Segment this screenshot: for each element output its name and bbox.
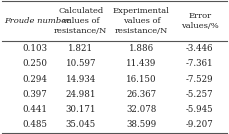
Text: -5.945: -5.945 [186, 105, 214, 114]
Text: 24.981: 24.981 [65, 90, 96, 99]
Text: Froude number: Froude number [5, 17, 71, 25]
Text: 32.078: 32.078 [126, 105, 157, 114]
Text: 0.441: 0.441 [22, 105, 47, 114]
Text: Error
values/%: Error values/% [181, 12, 219, 30]
Text: 11.439: 11.439 [126, 59, 157, 68]
Text: Calculated
values of
resistance/N: Calculated values of resistance/N [54, 7, 108, 35]
Text: 35.045: 35.045 [66, 120, 96, 129]
Text: -9.207: -9.207 [186, 120, 214, 129]
Text: 0.250: 0.250 [22, 59, 47, 68]
Text: -5.257: -5.257 [186, 90, 214, 99]
Text: 0.103: 0.103 [22, 44, 47, 53]
Text: 0.397: 0.397 [22, 90, 47, 99]
Text: -7.529: -7.529 [186, 75, 214, 83]
Text: 1.886: 1.886 [129, 44, 154, 53]
Text: 16.150: 16.150 [126, 75, 157, 83]
Text: 1.821: 1.821 [68, 44, 93, 53]
Text: -3.446: -3.446 [186, 44, 213, 53]
Text: 0.294: 0.294 [22, 75, 47, 83]
Text: Experimental
values of
resistance/N: Experimental values of resistance/N [113, 7, 170, 35]
Text: -7.361: -7.361 [186, 59, 214, 68]
Text: 10.597: 10.597 [65, 59, 96, 68]
Text: 38.599: 38.599 [126, 120, 157, 129]
Text: 26.367: 26.367 [126, 90, 156, 99]
Text: 30.171: 30.171 [65, 105, 96, 114]
Text: 14.934: 14.934 [66, 75, 96, 83]
Text: 0.485: 0.485 [22, 120, 47, 129]
